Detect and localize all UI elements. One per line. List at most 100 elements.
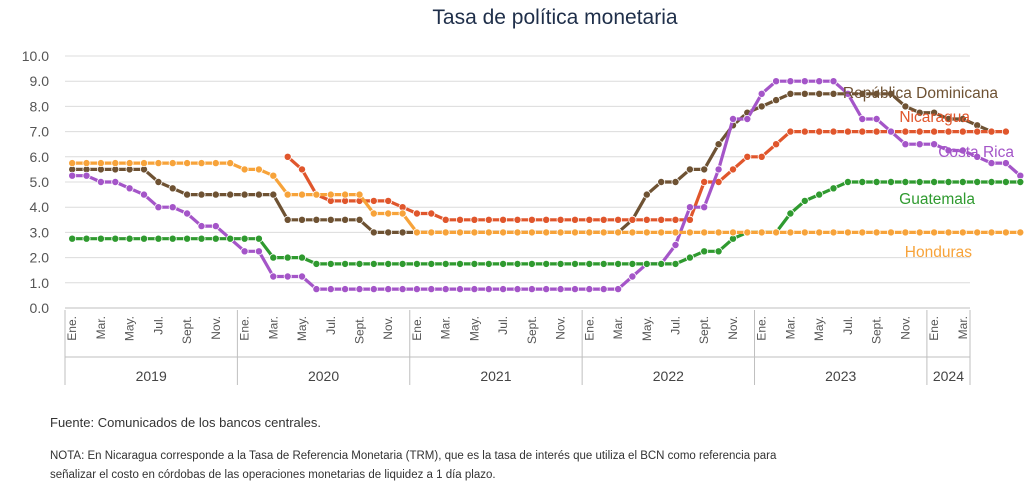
data-point — [240, 234, 249, 243]
data-point — [269, 253, 278, 262]
year-label: 2024 — [933, 368, 964, 384]
data-point — [384, 228, 393, 237]
data-point — [297, 215, 306, 224]
data-point — [427, 209, 436, 218]
x-tick-label: May. — [812, 316, 826, 341]
data-point — [412, 209, 421, 218]
data-point — [226, 159, 235, 168]
series-label: Guatemala — [899, 191, 975, 208]
data-point — [355, 285, 364, 294]
data-point — [412, 259, 421, 268]
data-point — [714, 140, 723, 149]
data-point — [829, 184, 838, 193]
x-tick-label: Nov. — [554, 316, 568, 340]
data-point — [369, 196, 378, 205]
data-point — [68, 234, 77, 243]
data-point — [743, 152, 752, 161]
x-tick-label: Jul. — [669, 316, 683, 335]
data-point — [312, 259, 321, 268]
data-point — [642, 215, 651, 224]
data-point — [700, 203, 709, 212]
data-point — [657, 215, 666, 224]
data-point — [183, 209, 192, 218]
data-point — [96, 234, 105, 243]
data-point — [901, 127, 910, 136]
data-point — [901, 140, 910, 149]
data-point — [887, 89, 896, 98]
y-tick-label: 6.0 — [30, 149, 50, 165]
x-tick-label: May. — [640, 316, 654, 341]
data-point — [657, 228, 666, 237]
data-point — [729, 165, 738, 174]
data-point — [944, 127, 953, 136]
data-point — [628, 215, 637, 224]
data-point — [111, 159, 120, 168]
data-point — [700, 177, 709, 186]
data-point — [283, 152, 292, 161]
x-tick-label: Sept. — [180, 316, 194, 344]
data-point — [599, 259, 608, 268]
x-tick-label: Mar. — [266, 316, 280, 339]
data-point — [714, 165, 723, 174]
data-point — [499, 215, 508, 224]
data-point — [987, 159, 996, 168]
data-point — [642, 228, 651, 237]
data-point — [858, 228, 867, 237]
x-tick-label: Mar. — [439, 316, 453, 339]
data-point — [398, 285, 407, 294]
data-point — [571, 228, 580, 237]
x-tick-label: Nov. — [726, 316, 740, 340]
y-tick-label: 7.0 — [30, 124, 50, 140]
data-point — [183, 159, 192, 168]
data-point — [168, 159, 177, 168]
data-point — [283, 190, 292, 199]
data-point — [829, 77, 838, 86]
data-point — [642, 190, 651, 199]
data-point — [556, 215, 565, 224]
data-point — [1001, 159, 1010, 168]
data-point — [369, 228, 378, 237]
data-point — [800, 127, 809, 136]
data-point — [556, 228, 565, 237]
axes: 0.0 1.0 2.0 3.0 4.0 5.0 6.0 7.0 8.0 9.0 10.0 Ene. Ma… — [22, 48, 971, 385]
x-tick-label: Ene. — [410, 316, 424, 341]
data-point — [269, 190, 278, 199]
data-point — [973, 177, 982, 186]
data-point — [441, 285, 450, 294]
year-label: 2019 — [136, 368, 167, 384]
x-tick-label: Jul. — [841, 316, 855, 335]
data-point — [829, 228, 838, 237]
year-label: 2022 — [653, 368, 684, 384]
series-label: Nicaragua — [899, 109, 970, 126]
data-point — [800, 228, 809, 237]
data-point — [743, 228, 752, 237]
data-point — [858, 177, 867, 186]
data-point — [96, 177, 105, 186]
data-point — [829, 127, 838, 136]
data-point — [455, 285, 464, 294]
data-point — [398, 259, 407, 268]
y-tick-label: 5.0 — [30, 174, 50, 190]
data-point — [269, 272, 278, 281]
data-point — [484, 215, 493, 224]
data-point — [542, 215, 551, 224]
data-point — [197, 190, 206, 199]
data-point — [326, 190, 335, 199]
data-point — [355, 215, 364, 224]
data-point — [614, 228, 623, 237]
data-point — [154, 234, 163, 243]
data-point — [671, 228, 680, 237]
data-point — [930, 127, 939, 136]
data-point — [183, 234, 192, 243]
data-point — [743, 115, 752, 124]
data-point — [441, 215, 450, 224]
data-point — [168, 234, 177, 243]
data-point — [915, 177, 924, 186]
data-point — [685, 165, 694, 174]
data-point — [355, 190, 364, 199]
data-point — [944, 177, 953, 186]
data-point — [772, 77, 781, 86]
data-point — [297, 253, 306, 262]
data-point — [858, 115, 867, 124]
data-point — [671, 240, 680, 249]
